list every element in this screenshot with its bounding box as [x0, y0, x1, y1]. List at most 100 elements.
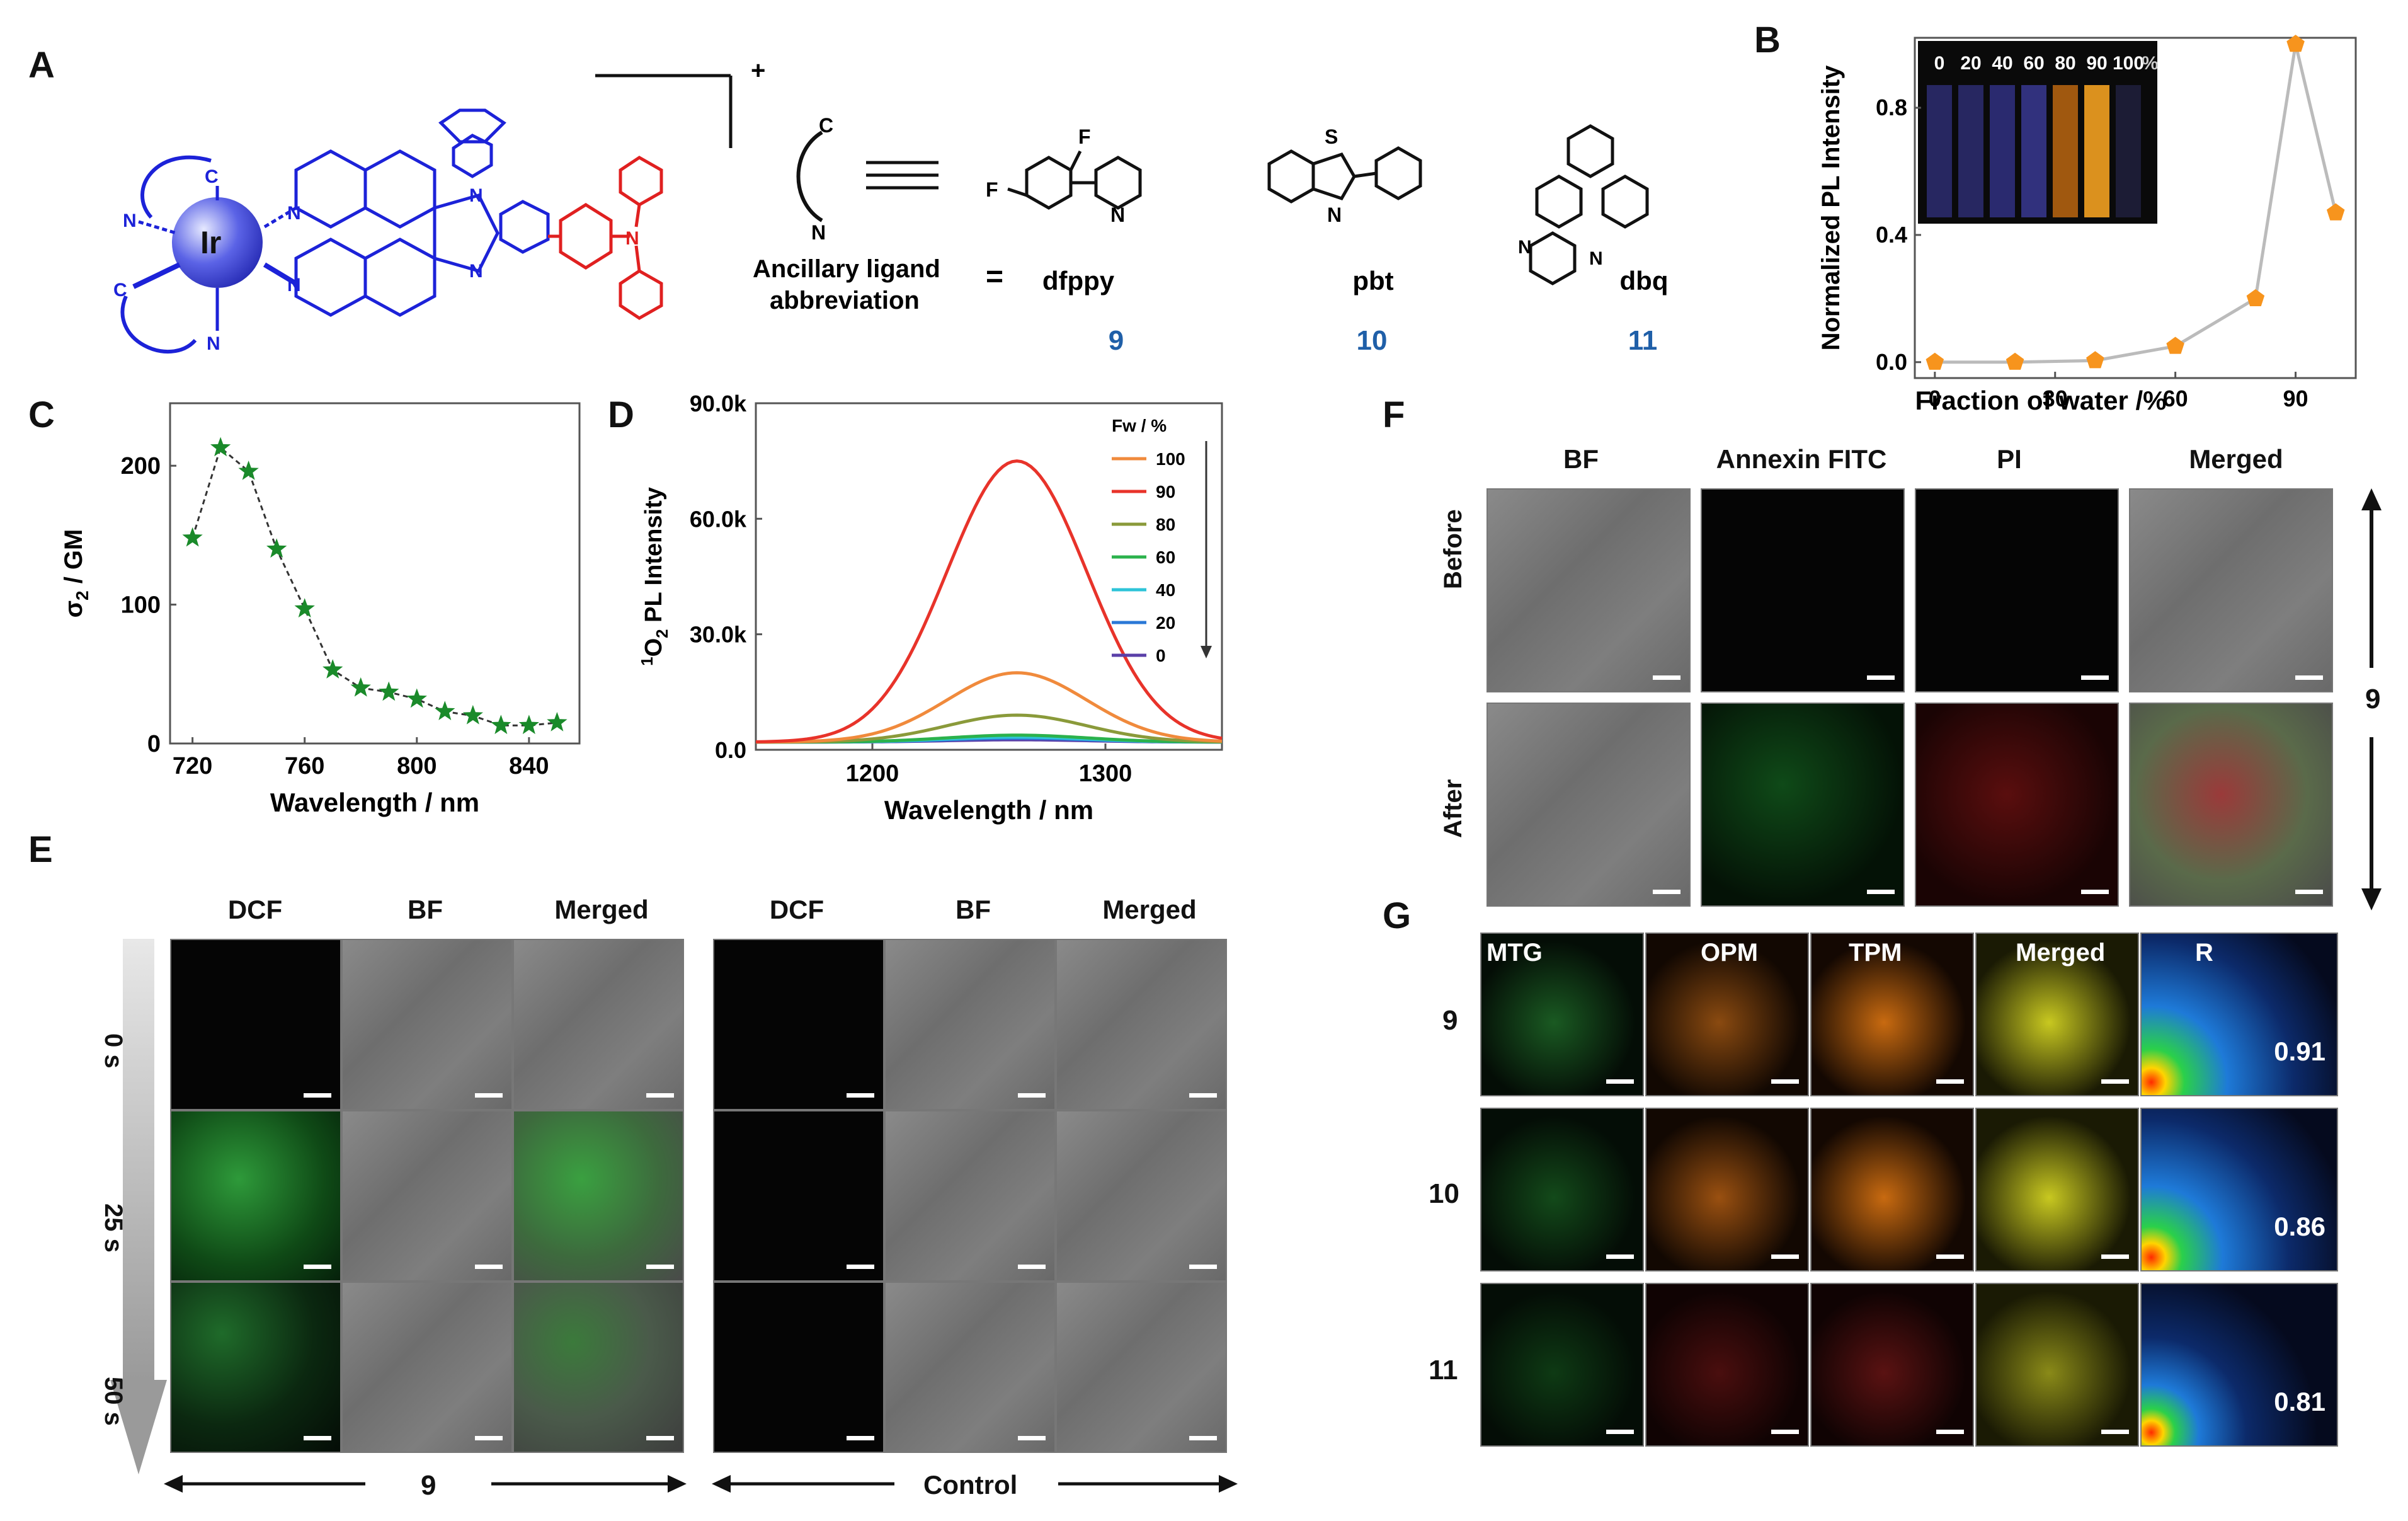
- b-ylabel: Normalized PL Intensity: [1817, 65, 1845, 350]
- equals-sign: =: [986, 260, 1003, 294]
- ancillary-arc: [796, 130, 823, 222]
- ligand-num-11: 11: [1628, 325, 1658, 356]
- e-left-bf-0s: [341, 939, 513, 1110]
- g-10-mtg: [1480, 1108, 1644, 1271]
- g-header-opm: OPM: [1701, 939, 1759, 967]
- e-header-dcf-1: DCF: [227, 895, 283, 924]
- panel-label-d: D: [608, 394, 634, 435]
- e-time-0: 0 s: [100, 1033, 127, 1069]
- g-row-label-9: 9: [1442, 1005, 1458, 1036]
- f-row-before: Before: [1439, 509, 1467, 589]
- b-xtick-0: 0: [1929, 386, 1941, 411]
- f-image-before-pi: [1915, 488, 2119, 692]
- panel-label-a: A: [28, 45, 55, 86]
- vial-label-20: 20: [1960, 53, 1981, 74]
- g-9-opm: [1645, 933, 1809, 1096]
- d-legend-label-20: 20: [1156, 613, 1175, 633]
- pbt-structure: [1267, 146, 1422, 204]
- e-header-merged-1: Merged: [554, 895, 649, 924]
- g-11-tpm: [1810, 1283, 1974, 1447]
- e-left-merged-0s: [513, 939, 684, 1110]
- b-xlabel: Fraction of water /%: [1915, 386, 2166, 415]
- b-ytick-0.4: 0.4: [1876, 222, 1907, 248]
- e-ctrl-bf-0s: [884, 939, 1056, 1110]
- d-series-100: [755, 671, 1223, 744]
- panel-c-chart: Wavelength / nm σ2 / GM 720 760 800 840 0 100…: [60, 402, 581, 817]
- f-header-pi: PI: [1997, 444, 2022, 474]
- d-ytick-90.0k: 90.0k: [690, 391, 747, 416]
- g-header-mtg: MTG: [1486, 939, 1543, 967]
- svg-text:F: F: [1078, 125, 1091, 148]
- f-image-after-pi: [1915, 703, 2119, 907]
- vial-label-0: 0: [1934, 53, 1945, 74]
- f-row-after: After: [1439, 779, 1467, 838]
- d-xlabel: Wavelength / nm: [884, 795, 1093, 825]
- cn-bottom-n: N: [207, 333, 220, 354]
- g-row-label-11: 11: [1429, 1355, 1458, 1386]
- c-point-800: [406, 688, 427, 708]
- d-legend-label-0: 0: [1156, 646, 1166, 665]
- e-left-bf-25s: [341, 1110, 513, 1282]
- e-time-50: 50 s: [100, 1377, 127, 1426]
- complex-charge: +: [751, 57, 765, 84]
- g-9-mtg: [1480, 933, 1644, 1096]
- identity-symbol: [866, 161, 939, 190]
- f-vertical-arrow: [2361, 488, 2382, 910]
- c-xtick-840: 840: [509, 753, 549, 779]
- e-ctrl-dcf-50s: [713, 1282, 884, 1453]
- e-header-merged-2: Merged: [1102, 895, 1197, 924]
- d-legend-title: Fw / %: [1112, 416, 1167, 435]
- b-ytick-0.8: 0.8: [1876, 95, 1907, 120]
- panel-d-chart: Wavelength / nm 1O2 PL Intensity Fw / % …: [637, 391, 1223, 825]
- g-9-merged: [1975, 933, 2139, 1096]
- b-point-40: [2086, 351, 2104, 369]
- svg-text:N: N: [287, 203, 301, 224]
- f-image-before-merged: [2129, 488, 2333, 692]
- svg-text:N: N: [1589, 248, 1603, 269]
- f-right-label: 9: [2365, 684, 2381, 715]
- svg-text:N: N: [287, 275, 301, 296]
- f-header-bf: BF: [1563, 444, 1599, 474]
- b-point-60: [2166, 336, 2184, 354]
- b-point-90: [2286, 35, 2305, 52]
- c-point-780: [350, 677, 371, 697]
- panel-label-c: C: [28, 394, 55, 435]
- f-image-after-bf: [1486, 703, 1691, 907]
- c-ytick-100: 100: [121, 592, 161, 619]
- ancillary-text-1: Ancillary ligand: [753, 255, 940, 283]
- vial-label-40: 40: [1992, 53, 2012, 74]
- c-point-750: [266, 538, 287, 558]
- d-ytick-30.0k: 30.0k: [690, 622, 747, 648]
- vial-label-60: 60: [2023, 53, 2044, 74]
- d-ytick-60.0k: 60.0k: [690, 506, 747, 532]
- g-10-colocalization: 0.86: [2140, 1108, 2338, 1271]
- svg-text:N: N: [1110, 204, 1125, 226]
- c-point-730: [210, 437, 231, 457]
- d-legend-label-80: 80: [1156, 515, 1175, 534]
- d-xtick-1300: 1300: [1079, 760, 1133, 787]
- svg-text:F: F: [986, 178, 998, 201]
- e-bottom-arrows: [164, 1475, 1238, 1493]
- b-xtick-30: 30: [2043, 386, 2068, 411]
- vial-0: [1927, 85, 1952, 217]
- c-xtick-760: 760: [285, 753, 324, 779]
- d-ytick-0.0: 0.0: [715, 737, 746, 763]
- f-header-merged: Merged: [2189, 444, 2283, 474]
- e-header-bf-1: BF: [408, 895, 443, 924]
- d-xtick-1200: 1200: [846, 760, 899, 787]
- panel-label-b: B: [1754, 20, 1781, 60]
- iridium-label: Ir: [200, 225, 221, 260]
- c-xlabel: Wavelength / nm: [270, 788, 479, 817]
- ligand-abbr-pbt: pbt: [1352, 266, 1393, 296]
- e-time-arrow: [110, 939, 167, 1474]
- g-10-r-value: 0.86: [2274, 1212, 2325, 1241]
- b-ytick-0.0: 0.0: [1876, 349, 1907, 375]
- g-10-merged: [1975, 1108, 2139, 1271]
- panel-label-e: E: [28, 829, 53, 870]
- e-ctrl-dcf-25s: [713, 1110, 884, 1282]
- dbq-structure: [1529, 124, 1649, 285]
- cn-top-c: C: [205, 166, 219, 187]
- d-ylabel: 1O2 PL Intensity: [637, 487, 671, 666]
- c-xtick-800: 800: [397, 753, 437, 779]
- triphenylamine-group: [548, 156, 663, 320]
